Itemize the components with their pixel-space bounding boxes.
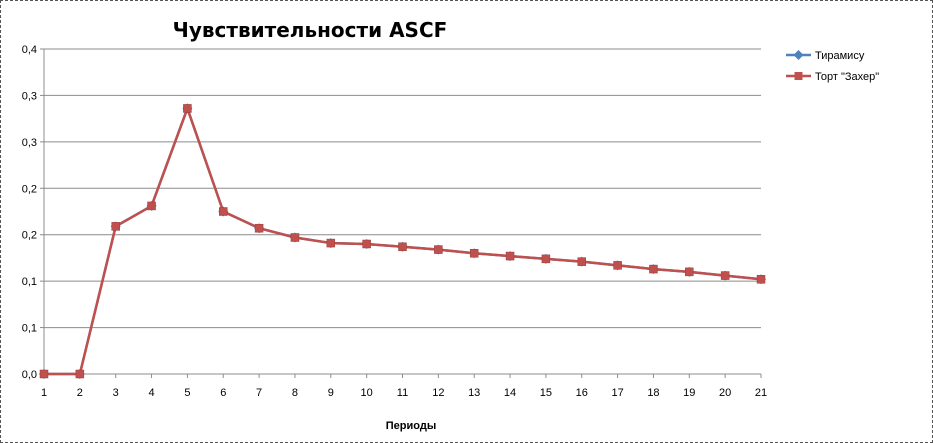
legend-marker — [793, 50, 804, 60]
x-tick-label: 21 — [755, 387, 767, 399]
x-tick-label: 1 — [41, 387, 47, 399]
x-axis-label: Периоды — [386, 420, 436, 432]
x-tick-label: 6 — [220, 387, 226, 399]
data-point — [720, 271, 730, 280]
data-point — [39, 369, 49, 379]
x-tick-label: 11 — [397, 387, 408, 399]
data-point — [254, 223, 264, 233]
x-tick-label: 4 — [148, 387, 154, 399]
series — [39, 103, 766, 379]
data-point — [685, 267, 694, 277]
x-tick-label: 5 — [184, 387, 190, 399]
data-point — [290, 233, 300, 242]
data-point — [147, 201, 156, 211]
x-tick-label: 18 — [647, 387, 659, 399]
legend-marker — [794, 72, 803, 80]
x-tick-label: 13 — [468, 387, 480, 399]
x-tick-label: 10 — [361, 387, 373, 399]
x-tick-label: 7 — [256, 387, 262, 399]
x-tick-label: 20 — [719, 387, 731, 399]
y-tick-label: 0,3 — [22, 137, 37, 149]
axes — [40, 48, 762, 378]
series-line — [44, 107, 762, 376]
legend-entry: Тирамису — [786, 50, 865, 62]
data-point — [398, 242, 407, 252]
y-tick-label: 0,1 — [22, 323, 37, 335]
data-point — [541, 254, 551, 264]
x-tick-label: 3 — [113, 387, 119, 399]
legend-label: Торт "Захер" — [815, 71, 879, 83]
data-point — [362, 239, 371, 249]
x-tick-label: 14 — [504, 387, 516, 399]
x-tick-label: 8 — [292, 387, 298, 399]
data-point — [649, 264, 658, 274]
data-point — [434, 245, 443, 254]
y-tick-label: 0,2 — [22, 183, 37, 195]
y-tick-label: 0,2 — [22, 230, 37, 242]
data-point — [505, 251, 515, 261]
data-point — [183, 104, 192, 113]
legend-entry: Торт "Захер" — [786, 71, 879, 83]
x-tick-labels: 1 2 3 4 5 6 7 8 9 10 11 12 13 14 15 16 17 18 19 20 21 — [41, 387, 767, 399]
data-point — [469, 249, 479, 258]
x-tick-label: 15 — [540, 387, 552, 399]
data-point — [111, 222, 120, 231]
chart-title: Чувствительности ASCF — [173, 18, 448, 42]
data-point — [577, 257, 586, 266]
y-tick-label: 0,0 — [22, 369, 37, 381]
x-tick-label: 19 — [683, 387, 695, 399]
y-tick-label: 0,3 — [22, 90, 37, 102]
legend: Тирамису Торт "Захер" — [786, 50, 879, 83]
x-tick-label: 9 — [328, 387, 334, 399]
y-tick-labels: 0,0 0,1 0,1 0,2 0,2 0,3 0,3 0,4 — [22, 44, 37, 381]
x-tick-label: 2 — [77, 387, 83, 399]
data-point — [756, 275, 766, 284]
data-point — [613, 261, 622, 270]
data-point — [75, 369, 85, 379]
x-tick-label: 12 — [432, 387, 444, 399]
y-tick-label: 0,1 — [22, 276, 37, 288]
gridlines — [44, 48, 761, 329]
data-point — [219, 207, 228, 216]
y-tick-label: 0,4 — [22, 44, 37, 56]
series-line — [44, 107, 762, 376]
x-tick-label: 16 — [576, 387, 588, 399]
x-tick-label: 17 — [611, 387, 623, 399]
series-2 — [39, 104, 766, 379]
series-1 — [39, 103, 766, 379]
data-point — [326, 238, 336, 248]
legend-label: Тирамису — [815, 50, 865, 62]
